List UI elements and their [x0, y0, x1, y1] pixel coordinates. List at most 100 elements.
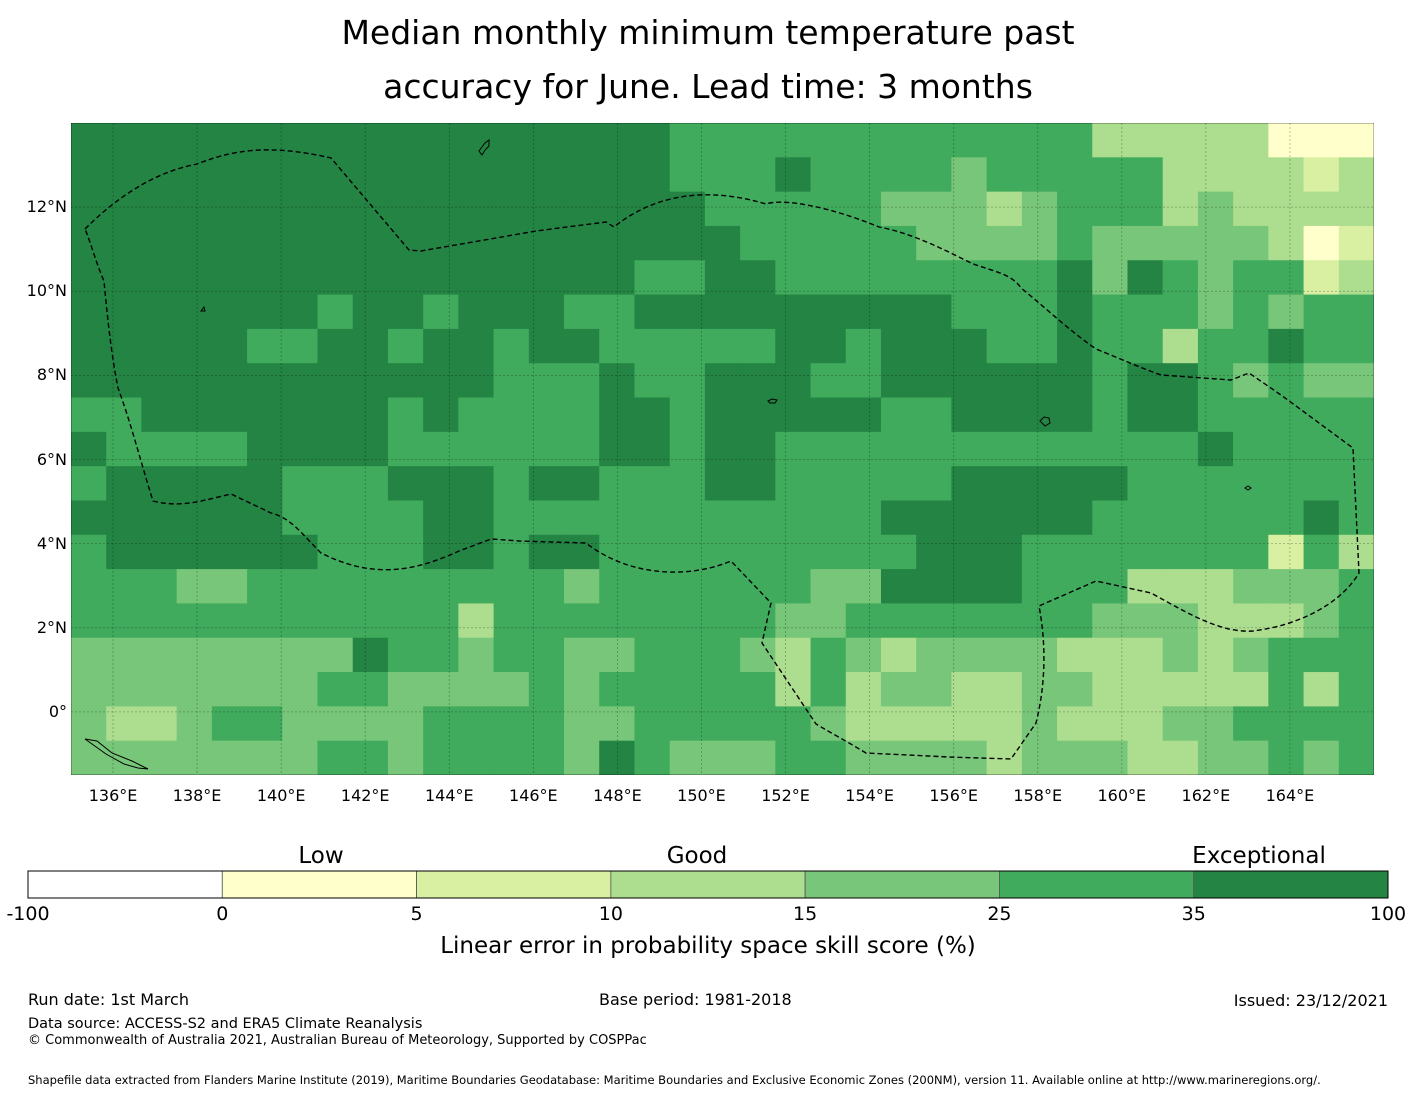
grid-cell — [458, 603, 495, 639]
grid-cell — [1057, 225, 1093, 261]
grid-cell — [740, 740, 776, 775]
grid-cell — [916, 466, 953, 502]
grid-cell — [458, 260, 495, 296]
grid-cell — [1057, 431, 1093, 467]
grid-cell — [211, 706, 248, 742]
grid-cell — [740, 706, 776, 742]
grid-cell — [106, 500, 143, 536]
grid-cell — [1021, 123, 1058, 158]
grid-cell — [1162, 569, 1199, 605]
grid-cell — [845, 431, 882, 467]
grid-cell — [176, 294, 213, 330]
grid-cell — [423, 363, 459, 399]
grid-cell — [564, 431, 600, 467]
grid-cell — [352, 706, 389, 742]
grid-cell — [176, 328, 213, 364]
grid-cell — [106, 363, 143, 399]
grid-cell — [1162, 637, 1199, 673]
grid-cell — [211, 157, 248, 193]
grid-cell — [1127, 740, 1164, 775]
grid-cell — [1338, 431, 1374, 467]
grid-cell — [916, 431, 953, 467]
grid-cell — [1197, 260, 1234, 296]
grid-cell — [986, 637, 1023, 673]
grid-cell — [916, 637, 953, 673]
grid-cell — [564, 294, 600, 330]
grid-cell — [106, 397, 143, 433]
grid-cell — [1233, 363, 1269, 399]
grid-cell — [387, 740, 424, 775]
grid-cell — [704, 328, 741, 364]
grid-cell — [1338, 672, 1374, 707]
grid-cell — [1021, 260, 1058, 296]
grid-cell — [1021, 569, 1058, 605]
grid-cell — [247, 397, 283, 433]
latitude-tick-label: 2°N — [36, 617, 67, 637]
island-pohnpei — [1039, 416, 1051, 427]
grid-cell — [106, 294, 143, 330]
grid-cell — [1092, 191, 1129, 227]
grid-cell — [775, 603, 812, 639]
grid-cell — [423, 603, 459, 639]
grid-cell — [1268, 740, 1305, 775]
grid-cell — [704, 466, 741, 502]
colorbar-tick-label: 100 — [1369, 903, 1407, 925]
grid-cell — [845, 363, 882, 399]
grid-cell — [775, 157, 812, 193]
grid-cell — [951, 363, 988, 399]
grid-cell — [1268, 260, 1305, 296]
grid-cell — [211, 672, 248, 707]
grid-cell — [176, 672, 213, 707]
grid-cell — [141, 603, 178, 639]
grid-cell — [106, 672, 143, 707]
grid-cell — [1338, 328, 1374, 364]
grid-cell — [951, 397, 988, 433]
grid-cell — [1021, 637, 1058, 673]
grid-cell — [282, 225, 319, 261]
grid-cell — [1162, 294, 1199, 330]
grid-cell — [458, 328, 495, 364]
grid-cell — [71, 191, 107, 227]
grid-cell — [951, 123, 988, 158]
colorbar-tick-label: 15 — [793, 903, 818, 925]
colorbar-category-good: Good — [666, 843, 728, 869]
grid-cell — [740, 569, 776, 605]
grid-cell — [1092, 363, 1129, 399]
grid-cell — [458, 397, 495, 433]
grid-cell — [1338, 534, 1374, 570]
grid-cell — [634, 397, 671, 433]
grid-cell — [704, 363, 741, 399]
grid-cell — [282, 466, 319, 502]
grid-cell — [211, 431, 248, 467]
grid-cell — [247, 260, 283, 296]
grid-cell — [352, 431, 389, 467]
grid-cell — [704, 534, 741, 570]
grid-cell — [1162, 672, 1199, 707]
grid-cell — [387, 637, 424, 673]
grid-cell — [986, 225, 1023, 261]
grid-cell — [458, 706, 495, 742]
grid-cell — [1127, 225, 1164, 261]
grid-cell — [845, 466, 882, 502]
latitude-tick-label: 8°N — [36, 365, 67, 385]
grid-cell — [1092, 260, 1129, 296]
grid-cell — [916, 157, 953, 193]
grid-cell — [1057, 328, 1093, 364]
grid-cell — [740, 260, 776, 296]
grid-cell — [1162, 740, 1199, 775]
grid-cell — [1057, 500, 1093, 536]
grid-cell — [352, 123, 389, 158]
grid-cell — [599, 672, 636, 707]
grid-cell — [599, 466, 636, 502]
grid-cell — [1303, 191, 1340, 227]
grid-cell — [634, 260, 671, 296]
grid-cell — [1268, 328, 1305, 364]
grid-cell — [352, 603, 389, 639]
grid-cell — [986, 294, 1023, 330]
latitude-tick-label: 6°N — [36, 449, 67, 469]
grid-cell — [282, 397, 319, 433]
grid-cell — [810, 603, 847, 639]
grid-cell — [1127, 191, 1164, 227]
grid-cell — [599, 603, 636, 639]
grid-cell — [951, 328, 988, 364]
